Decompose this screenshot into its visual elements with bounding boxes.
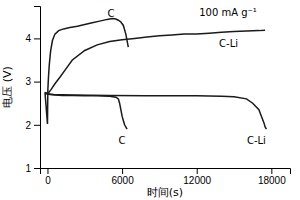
x-tick: 0 <box>45 168 51 186</box>
annotation: C <box>107 8 114 19</box>
plot-area <box>45 19 266 130</box>
x-axis-title: 时间(s) <box>147 186 183 199</box>
y-tick: 2 <box>25 120 40 131</box>
y-tick-label: 2 <box>25 120 31 131</box>
y-tick-mark <box>34 125 40 126</box>
y-tick-mark <box>34 168 40 169</box>
x-tick-label: 12000 <box>183 175 211 186</box>
y-tick-label: 4 <box>25 33 31 44</box>
y-tick: 1 <box>25 163 40 174</box>
y-tick: 4 <box>25 33 40 44</box>
x-tick-mark <box>122 168 123 174</box>
chart: 0 6000 12000 18000 1 2 3 4 时间(s) 电压 (V) C C-Li C C-Li… <box>0 0 300 200</box>
x-tick-label: 0 <box>45 175 51 186</box>
y-tick-mark <box>34 38 40 39</box>
x-axis: 0 6000 12000 18000 <box>41 168 291 186</box>
annotation: 100 mA g⁻¹ <box>199 7 257 18</box>
x-tick: 12000 <box>183 168 211 186</box>
x-axis-line <box>41 169 291 175</box>
x-tick-mark <box>197 168 198 174</box>
y-tick-label: 3 <box>25 76 31 87</box>
annotation: C-Li <box>247 135 266 146</box>
y-axis-line <box>34 7 41 169</box>
series-line <box>45 19 128 124</box>
series-line <box>45 30 265 94</box>
x-tick: 18000 <box>258 168 286 186</box>
y-tick-label: 1 <box>25 163 31 174</box>
annotations: C C-Li C C-Li 100 mA g⁻¹ <box>107 7 265 146</box>
series-line <box>45 92 127 129</box>
y-axis: 1 2 3 4 <box>25 7 40 174</box>
y-tick-mark <box>34 82 40 83</box>
annotation: C <box>119 135 126 146</box>
y-tick: 3 <box>25 76 40 87</box>
x-tick-mark <box>47 168 48 174</box>
x-tick: 6000 <box>111 168 134 186</box>
x-tick-mark <box>271 168 272 174</box>
annotation: C-Li <box>219 38 238 49</box>
x-tick-label: 6000 <box>111 175 134 186</box>
x-tick-label: 18000 <box>258 175 286 186</box>
series-line <box>45 93 266 129</box>
y-axis-title: 电压 (V) <box>1 66 14 108</box>
